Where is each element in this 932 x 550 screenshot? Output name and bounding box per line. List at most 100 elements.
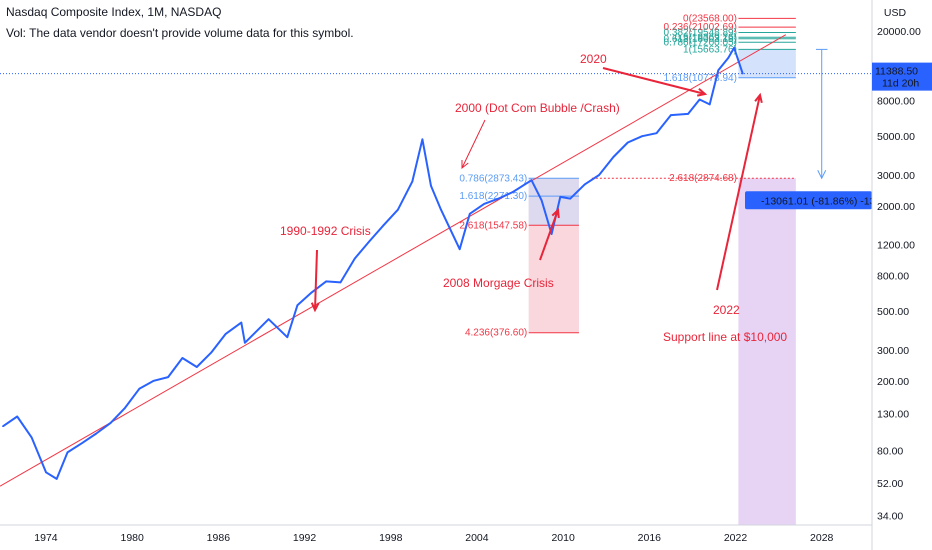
fib-label-2022: 0(23568.00) [683,13,737,24]
fib-label-2022: 2.618(2874.68) [669,173,737,184]
y-tick-label: 52.00 [877,478,903,490]
x-tick-label: 1986 [207,532,231,544]
annotation-label: 1990-1992 Crisis [280,224,371,238]
y-tick-label: 1200.00 [877,240,915,252]
annotation-arrow [314,249,318,311]
price-point [152,380,155,382]
price-point [167,376,169,378]
annotation-arrowhead [754,92,763,104]
price-point [30,436,33,439]
price-point [440,208,442,211]
price-point [286,336,289,339]
price-point [310,291,313,294]
fib-label-2022: 1.618(10778.94) [664,73,737,84]
annotation-label: 2008 Morgage Crisis [443,276,554,290]
price-point [430,185,432,187]
price-point [354,257,356,260]
price-point [267,318,270,320]
fib-label-2022: 0.236(21002.69) [664,22,737,33]
price-point [181,357,184,359]
support-trendline[interactable] [0,34,787,487]
price-point [411,180,414,183]
price-point [670,114,672,116]
x-tick-label: 2028 [810,532,834,544]
price-point [210,351,212,354]
annotation-arrow [461,119,486,169]
support-note: Support line at $10,000 [663,330,787,344]
countdown-label: 11d 20h [882,78,919,90]
price-point [569,197,572,200]
price-point [583,183,586,186]
y-tick-label: 34.00 [877,510,903,522]
price-point [81,442,83,445]
price-point [550,233,553,235]
price-point [45,471,47,474]
x-tick-label: 1980 [120,532,144,544]
y-tick-label: 200.00 [877,376,909,388]
annotation-arrowhead [696,88,708,97]
projection-zone-2022 [738,178,796,525]
price-point [530,179,533,182]
last-price-tag [872,62,932,91]
x-tick-label: 2010 [551,532,575,544]
measure-arrow-head [817,170,827,180]
price-point [497,197,500,200]
chart-title: Nasdaq Composite Index, 1M, NASDAQ [6,5,222,19]
y-tick-label: 80.00 [877,445,903,457]
price-point [240,321,243,324]
x-tick-label: 2004 [465,532,489,544]
fib-label-2008: 0.786(2873.43) [459,173,527,184]
price-point [109,422,112,424]
price-point [598,174,600,176]
x-tick-label: 1992 [293,532,317,544]
fib-zone-2022-upper [738,49,796,78]
price-point [458,248,461,251]
price-series-line[interactable] [2,46,744,480]
annotation-arrowhead [551,207,560,219]
y-tick-label: 300.00 [877,345,909,357]
price-point [733,46,735,49]
price-point [512,191,514,193]
fib-zone-2008-upper [528,178,579,226]
price-point [224,333,227,335]
price-point [540,199,543,202]
annotation-label: 2000 (Dot Com Bubble /Crash) [455,101,620,115]
price-point [397,208,399,211]
last-price-value: 11388.50 [875,66,918,78]
price-point [325,280,327,283]
volume-note: Vol: The data vendor doesn't provide vol… [6,26,354,40]
price-axis-panel[interactable] [872,0,932,550]
price-point [138,388,141,390]
price-point [708,103,711,106]
annotation-arrowhead [310,302,320,313]
price-point [717,69,720,72]
price-point [421,138,424,141]
fib-label-2022: 0.786(17200.05) [664,37,737,48]
annotation-arrow [716,94,761,291]
price-point [727,57,730,59]
y-tick-label: 800.00 [877,270,909,282]
fib-label-2022: 1(15663.76) [683,44,737,55]
annotation-arrow [602,67,706,95]
price-point [612,156,615,158]
price-point [741,72,744,75]
annotation-label: 2020 [580,52,607,66]
y-tick-label: 8000.00 [877,95,915,107]
x-tick-label: 1974 [34,532,58,544]
y-tick-label: 5000.00 [877,131,915,143]
price-point [66,451,69,454]
y-tick-label: 130.00 [877,409,909,421]
y-tick-label: 3000.00 [877,170,915,182]
price-point [2,425,4,428]
fib-label-2008: 1.618(2271.30) [459,191,527,202]
x-tick-label: 2022 [724,532,748,544]
annotation-arrowhead [461,160,469,170]
price-point [296,304,299,307]
price-point [468,213,471,215]
fib-label-2022: 0.5(18369.26) [675,32,737,43]
fib-label-2022: 0.618(18003.18) [664,34,737,45]
price-point [483,203,485,205]
annotation-label: 2022 [713,303,740,317]
fib-label-2008: 4.236(376.60) [465,328,527,339]
